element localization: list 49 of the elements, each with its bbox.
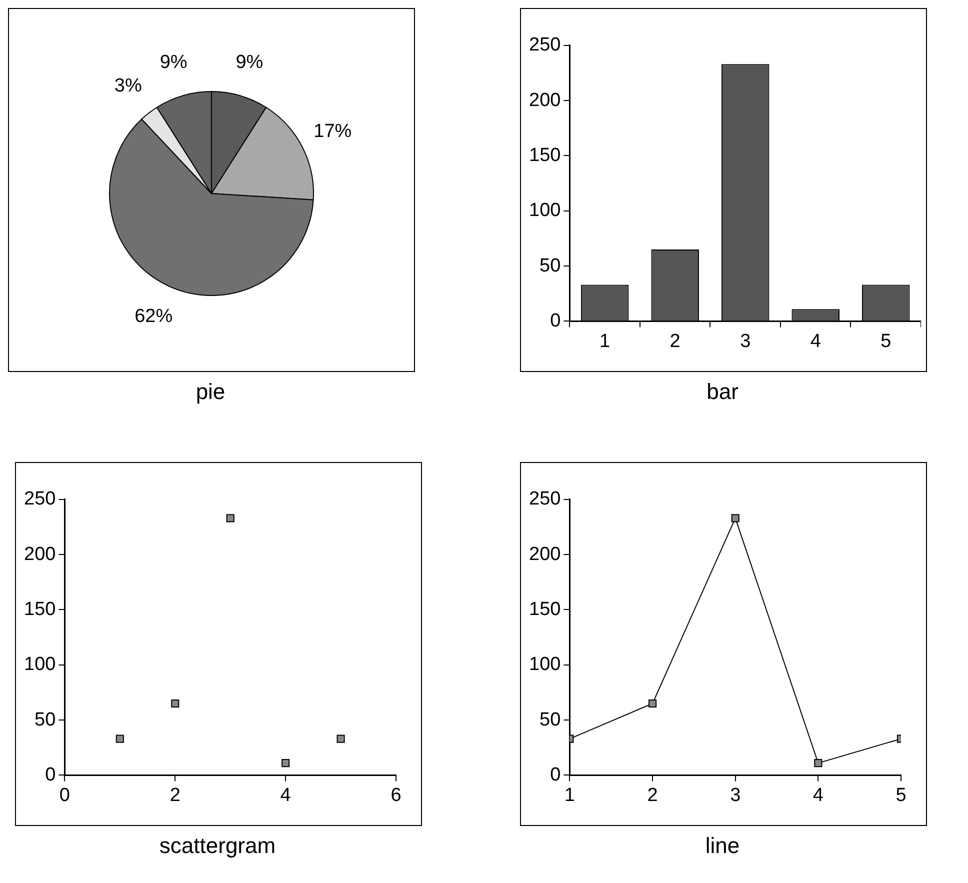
x-tick-label: 2	[647, 784, 658, 806]
x-tick-label: 6	[390, 784, 402, 806]
point	[226, 514, 234, 522]
x-tick-label: 4	[810, 330, 822, 352]
data-label: 17%	[314, 120, 352, 142]
x-tick-label: 2	[670, 330, 680, 352]
y-tick-label: 100	[529, 200, 561, 222]
y-tick-label: 100	[529, 654, 561, 676]
point	[116, 734, 124, 743]
y-tick-label: 150	[529, 598, 561, 620]
y-tick-label: 0	[550, 764, 561, 786]
data-label: 62%	[134, 306, 173, 327]
point	[282, 759, 290, 768]
x-tick-label: 1	[564, 784, 575, 806]
x-tick-label: 5	[880, 330, 892, 352]
y-tick-label: 250	[529, 34, 561, 56]
point	[648, 699, 657, 708]
data-label: 9%	[236, 52, 264, 74]
y-tick-label: 100	[24, 654, 56, 676]
text: scattergram	[158, 832, 277, 860]
data-label: 9%	[160, 52, 188, 74]
y-tick-label: 250	[529, 488, 561, 510]
point	[814, 759, 822, 768]
point	[336, 734, 345, 743]
y-tick-label: 250	[24, 488, 56, 510]
text: bar	[706, 378, 740, 406]
x-tick-label: 3	[730, 784, 741, 806]
text: pie	[194, 378, 226, 406]
y-tick-label: 200	[529, 90, 561, 111]
y-tick-label: 50	[540, 255, 561, 276]
x-tick-label: 2	[170, 784, 180, 806]
data-label: 3%	[114, 75, 142, 96]
x-tick-label: 4	[280, 784, 292, 806]
y-tick-label: 0	[550, 310, 561, 332]
point	[171, 699, 180, 708]
x-tick-label: 0	[59, 784, 70, 806]
y-tick-label: 50	[34, 709, 56, 730]
y-tick-label: 200	[24, 544, 56, 565]
x-tick-label: 4	[812, 784, 824, 806]
x-tick-label: 1	[600, 330, 610, 352]
y-tick-label: 0	[45, 764, 56, 786]
point	[731, 514, 740, 522]
x-tick-label: 3	[740, 330, 751, 352]
y-tick-label: 150	[529, 144, 561, 166]
y-tick-label: 150	[24, 598, 56, 620]
y-tick-label: 200	[529, 544, 561, 565]
x-tick-label: 5	[896, 784, 906, 806]
y-tick-label: 50	[540, 709, 561, 730]
text: line	[704, 832, 741, 860]
